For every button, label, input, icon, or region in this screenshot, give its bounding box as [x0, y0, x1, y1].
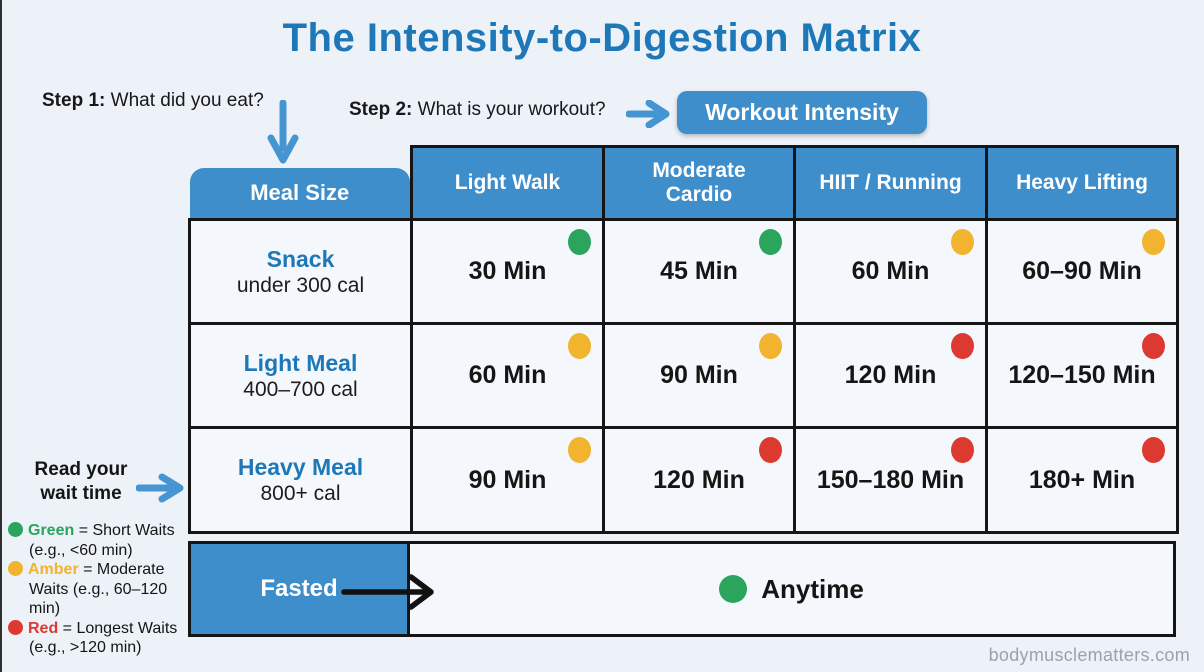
table-row-heavy-meal: Heavy Meal 800+ cal 90 Min 120 Min 150–1… — [188, 426, 1179, 534]
status-dot — [1142, 333, 1165, 359]
wait-time-cell: 120 Min — [602, 426, 796, 534]
step1-prefix: Step 1: — [42, 90, 106, 111]
red-dot-icon — [8, 619, 23, 635]
meal-name: Heavy Meal — [237, 454, 364, 480]
wait-time-value: 120 Min — [844, 361, 937, 389]
wait-time-cell: 150–180 Min — [793, 426, 988, 534]
left-edge-strip — [0, 0, 2, 672]
fasted-value: Anytime — [761, 573, 864, 604]
status-dot — [568, 229, 591, 255]
corner-cell: Meal Size — [189, 147, 412, 220]
right-arrow-icon — [626, 100, 670, 128]
table-row-light-meal: Light Meal 400–700 cal 60 Min 90 Min 120… — [188, 322, 1179, 429]
down-arrow-icon — [267, 100, 299, 164]
wait-time-cell: 60–90 Min — [985, 218, 1179, 325]
status-dot — [759, 437, 782, 463]
read-wait-line1: Read your — [34, 459, 128, 480]
legend-item-green: Green = Short Waits (e.g., <60 min) — [8, 521, 200, 560]
wait-time-value: 30 Min — [468, 257, 547, 285]
step1-label: Step 1: What did you eat? — [42, 90, 264, 112]
wait-time-value: 45 Min — [660, 257, 738, 285]
fasted-arrow-icon — [341, 574, 434, 610]
page-title: The Intensity-to-Digestion Matrix — [282, 16, 922, 60]
header-row: Meal Size Light Walk Moderate Cardio HII… — [189, 145, 1179, 221]
legend-color-name: Green — [28, 522, 75, 539]
wait-time-value: 180+ Min — [1028, 465, 1136, 494]
read-wait-line2: wait time — [40, 483, 122, 504]
legend-text-line2: (e.g., <60 min) — [29, 541, 133, 559]
wait-time-cell: 45 Min — [602, 218, 796, 325]
meal-cell-light-meal: Light Meal 400–700 cal — [188, 322, 413, 429]
column-header-heavy-lifting: Heavy Lifting — [985, 145, 1179, 221]
legend-text: = Short Waits — [74, 522, 175, 539]
legend-color-name: Amber — [28, 561, 79, 578]
wait-time-cell: 30 Min — [410, 218, 605, 325]
digestion-matrix-table: Meal Size Light Walk Moderate Cardio HII… — [188, 145, 1179, 534]
status-dot — [568, 437, 591, 463]
wait-time-cell: 90 Min — [602, 322, 796, 429]
step2-prefix: Step 2: — [349, 99, 413, 120]
status-dot — [1142, 437, 1165, 463]
legend-text: = Moderate — [78, 561, 165, 578]
legend-color-name: Red — [28, 619, 59, 637]
read-wait-arrow-icon — [136, 473, 184, 503]
meal-calories: 400–700 cal — [243, 377, 358, 401]
wait-time-cell: 120–150 Min — [985, 322, 1179, 429]
column-header-hiit-running: HIIT / Running — [793, 145, 988, 221]
status-dot — [951, 229, 974, 255]
green-dot-icon — [8, 522, 23, 537]
wait-time-cell: 60 Min — [793, 218, 988, 325]
column-header-light-walk: Light Walk — [410, 145, 605, 221]
wait-time-value: 60 Min — [851, 257, 930, 285]
meal-name: Snack — [266, 245, 335, 272]
legend-text-line2: (e.g., >120 min) — [29, 639, 142, 656]
wait-time-cell: 60 Min — [410, 322, 605, 429]
wait-time-value: 120 Min — [653, 465, 745, 494]
wait-time-cell: 90 Min — [410, 426, 605, 534]
fasted-label-cell: Fasted — [191, 544, 410, 634]
legend-item-red: Red = Longest Waits (e.g., >120 min) — [8, 619, 200, 658]
column-header-moderate-cardio: Moderate Cardio — [602, 145, 796, 221]
meal-name: Light Meal — [243, 349, 358, 376]
legend: Green = Short Waits (e.g., <60 min) Ambe… — [8, 521, 200, 658]
step1-question: What did you eat? — [110, 90, 264, 111]
meal-cell-snack: Snack under 300 cal — [188, 218, 413, 325]
step2-question: What is your workout? — [417, 99, 606, 120]
wait-time-value: 60–90 Min — [1022, 257, 1142, 285]
legend-item-amber: Amber = Moderate Waits (e.g., 60–120 min… — [8, 560, 200, 619]
status-dot — [951, 333, 974, 359]
workout-intensity-badge: Workout Intensity — [677, 91, 927, 134]
meal-size-header: Meal Size — [189, 168, 410, 218]
legend-text-line2: Waits (e.g., 60–120 min) — [29, 580, 168, 618]
read-wait-time-label: Read your wait time — [22, 458, 140, 506]
wait-time-cell: 120 Min — [793, 322, 988, 429]
status-dot — [951, 437, 974, 463]
wait-time-value: 90 Min — [468, 465, 547, 494]
status-dot — [759, 333, 782, 359]
status-dot — [568, 333, 591, 359]
wait-time-value: 150–180 Min — [816, 465, 965, 494]
wait-time-value: 60 Min — [468, 361, 547, 389]
watermark: bodymusclematters.com — [988, 645, 1190, 665]
status-dot — [759, 229, 782, 255]
meal-cell-heavy-meal: Heavy Meal 800+ cal — [188, 426, 413, 534]
fasted-value-cell: Anytime — [410, 544, 1173, 634]
status-dot — [719, 575, 748, 603]
step2-label: Step 2: What is your workout? — [349, 99, 606, 121]
meal-calories: 800+ cal — [260, 482, 341, 505]
amber-dot-icon — [8, 561, 23, 576]
meal-calories: under 300 cal — [236, 273, 365, 297]
wait-time-value: 120–150 Min — [1008, 361, 1156, 389]
fasted-row: Fasted Anytime — [188, 541, 1176, 637]
legend-text: = Longest Waits — [58, 619, 178, 637]
wait-time-cell: 180+ Min — [985, 426, 1179, 534]
table-row-snack: Snack under 300 cal 30 Min 45 Min 60 Min… — [188, 218, 1179, 325]
wait-time-value: 90 Min — [660, 361, 738, 389]
status-dot — [1142, 229, 1165, 255]
